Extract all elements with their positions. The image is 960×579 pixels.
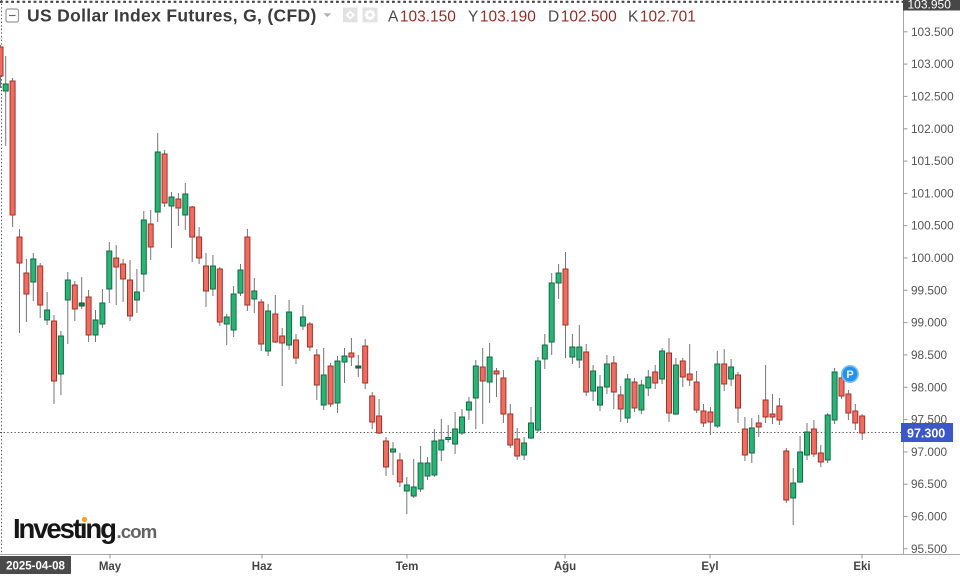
svg-text:P: P bbox=[846, 369, 853, 381]
svg-text:103.950: 103.950 bbox=[908, 0, 952, 12]
svg-text:97.300: 97.300 bbox=[907, 427, 945, 441]
svg-text:101.500: 101.500 bbox=[911, 154, 954, 168]
svg-text:K102.701: K102.701 bbox=[628, 9, 696, 26]
svg-text:102.500: 102.500 bbox=[911, 89, 954, 103]
svg-text:102.000: 102.000 bbox=[911, 122, 954, 136]
svg-text:97.000: 97.000 bbox=[911, 445, 948, 459]
svg-text:95.500: 95.500 bbox=[911, 542, 948, 556]
svg-text:96.000: 96.000 bbox=[911, 510, 948, 524]
svg-text:100.000: 100.000 bbox=[911, 251, 954, 265]
svg-text:May: May bbox=[99, 561, 122, 573]
svg-text:Tem: Tem bbox=[396, 561, 419, 573]
svg-text:Ağu: Ağu bbox=[554, 561, 576, 573]
svg-text:Y103.190: Y103.190 bbox=[468, 9, 536, 26]
svg-text:.com: .com bbox=[117, 521, 157, 542]
svg-text:98.000: 98.000 bbox=[911, 380, 948, 394]
svg-text:2025-04-08: 2025-04-08 bbox=[6, 561, 65, 573]
svg-text:Eyl: Eyl bbox=[701, 561, 718, 573]
svg-text:Eki: Eki bbox=[853, 561, 870, 573]
svg-text:103.500: 103.500 bbox=[911, 25, 954, 39]
svg-text:US Dollar Index Futures, G, (C: US Dollar Index Futures, G, (CFD) bbox=[27, 6, 317, 26]
svg-text:96.500: 96.500 bbox=[911, 477, 948, 491]
svg-text:Investıng: Investıng bbox=[13, 513, 115, 544]
svg-text:100.500: 100.500 bbox=[911, 219, 954, 233]
svg-text:103.000: 103.000 bbox=[911, 57, 954, 71]
svg-text:A103.150: A103.150 bbox=[388, 9, 456, 26]
svg-text:98.500: 98.500 bbox=[911, 348, 948, 362]
svg-text:D102.500: D102.500 bbox=[548, 9, 617, 26]
svg-text:99.000: 99.000 bbox=[911, 316, 948, 330]
svg-text:101.000: 101.000 bbox=[911, 186, 954, 200]
svg-text:Haz: Haz bbox=[252, 561, 273, 573]
svg-text:99.500: 99.500 bbox=[911, 283, 948, 297]
